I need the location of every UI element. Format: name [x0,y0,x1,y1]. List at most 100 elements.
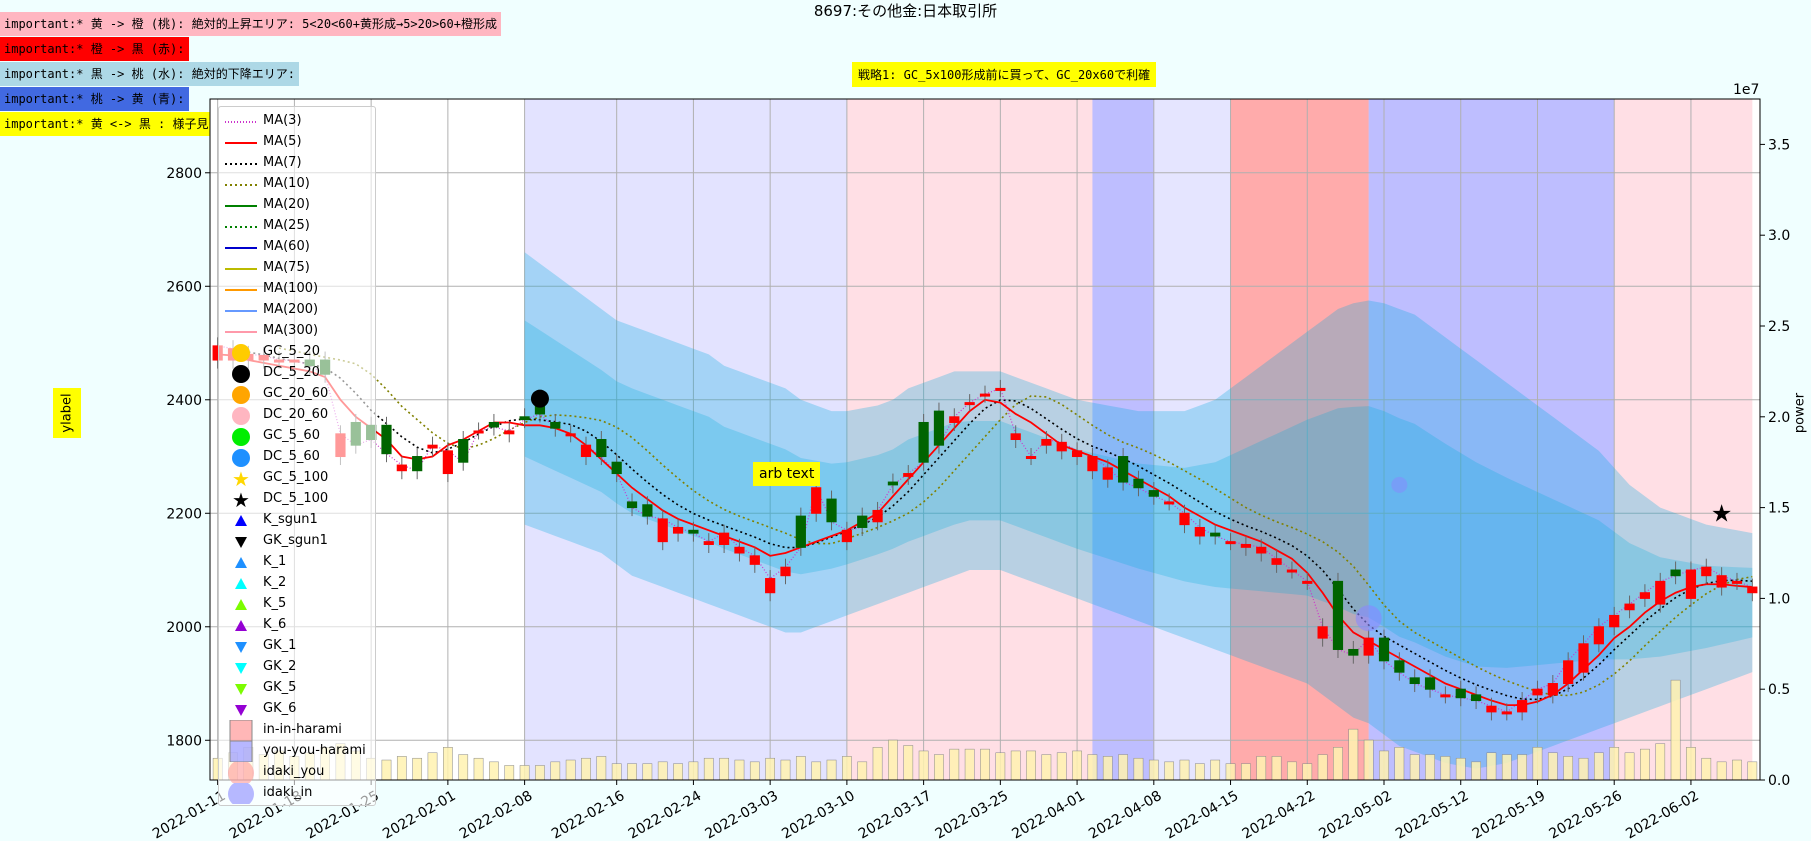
dc-5-100-star: ★ [1711,499,1733,527]
volume-bar [1732,759,1742,781]
volume-bar [1072,750,1082,781]
x-tick-label: 2022-02-01 [380,788,458,841]
y2-tick-label: 3.0 [1768,228,1790,244]
y-axis-label: ylabel [59,393,75,433]
candle [688,529,699,534]
volume-bar [673,763,683,781]
volume-bar [1302,763,1313,781]
legend-item: K_5 [219,594,375,615]
candle [1378,637,1390,662]
legend-marker [235,684,247,695]
volume-bar [826,759,837,781]
candle [442,450,453,475]
volume-bar [1333,747,1343,781]
legend-label: GC_5_100 [263,470,329,485]
volume-bar [550,761,561,781]
candle [1593,626,1604,645]
legend-label: DC_5_100 [263,491,329,506]
y-tick-label: 2200 [166,506,202,522]
legend-marker [235,557,247,568]
legend-item: GK_5 [219,678,375,699]
candle [1179,512,1190,526]
volume-bar [995,752,1006,781]
legend-swatch [232,386,250,404]
volume-bar [1271,756,1282,781]
y2-tick-label: 1.0 [1768,591,1790,607]
candle [381,424,392,455]
volume-bar [1486,752,1497,781]
legend-item: K_1 [219,552,375,573]
volume-bar [780,759,791,781]
candle [1240,543,1251,548]
legend-swatch [225,310,257,312]
candle [504,430,515,435]
legend-marker [232,407,250,425]
legend-swatch [232,344,250,362]
legend-item: MA(75) [219,258,375,279]
candle [703,541,714,545]
candle [1455,688,1466,699]
legend-marker [228,762,254,783]
candle [749,555,760,565]
y2-tick-label: 3.5 [1768,137,1790,153]
volume-bar [949,748,960,781]
zone-1 [846,99,1093,780]
legend-swatch [225,268,257,270]
legend-label: GK_sgun1 [263,533,328,548]
legend-item: MA(7) [219,153,375,174]
legend-marker [235,599,247,610]
x-tick-label: 2022-02-24 [626,788,705,841]
volume-bar [1747,761,1758,781]
volume-bar [980,748,990,781]
volume-bar [1609,747,1620,781]
volume-bar [489,761,499,781]
candle [1102,467,1113,480]
legend-item: in-in-harami [219,720,375,741]
candle [857,515,868,528]
volume-bar [1056,752,1067,781]
volume-bar [535,765,545,781]
candle [1747,586,1758,594]
candle [1302,580,1313,584]
legend-marker [235,515,247,526]
legend-label: MA(7) [263,155,302,170]
candle [1271,558,1282,565]
volume-bar [1471,761,1481,781]
legend-label: DC_5_20 [263,365,320,380]
candle [550,421,561,429]
volume-bar [765,757,776,781]
volume-bar [1348,728,1359,781]
volume-bar [1256,756,1267,781]
legend-swatch [235,515,247,526]
legend-item: ★ GC_5_100 [219,468,375,489]
candle [1639,592,1651,599]
candle [780,566,791,577]
legend-item: GC_5_20 [219,342,375,363]
legend-label: DC_20_60 [263,407,329,422]
legend-swatch [225,163,257,165]
candle [412,456,423,472]
volume-bar [1179,759,1190,781]
x-tick-label: 2022-05-19 [1470,788,1548,841]
volume-bar [964,748,975,781]
legend-swatch [225,247,257,249]
legend-marker [235,663,247,674]
candle [1486,705,1497,713]
volume-bar [1133,757,1144,781]
x-tick-label: 2022-04-08 [1086,788,1164,841]
legend-item: DC_5_60 [219,447,375,468]
x-tick-label: 2022-04-15 [1163,788,1241,841]
volume-bar [1164,761,1175,781]
legend-item: K_sgun1 [219,510,375,531]
legend-label: K_sgun1 [263,512,318,527]
legend-label: GC_20_60 [263,386,329,401]
legend-label: MA(10) [263,176,310,191]
candle [1501,711,1512,715]
legend-marker [235,578,247,589]
candle [1071,450,1083,458]
candle [1010,433,1021,441]
dc-5-20-marker [530,389,549,408]
volume-bar [381,759,392,781]
candle [1194,526,1205,537]
candle [1118,456,1129,483]
